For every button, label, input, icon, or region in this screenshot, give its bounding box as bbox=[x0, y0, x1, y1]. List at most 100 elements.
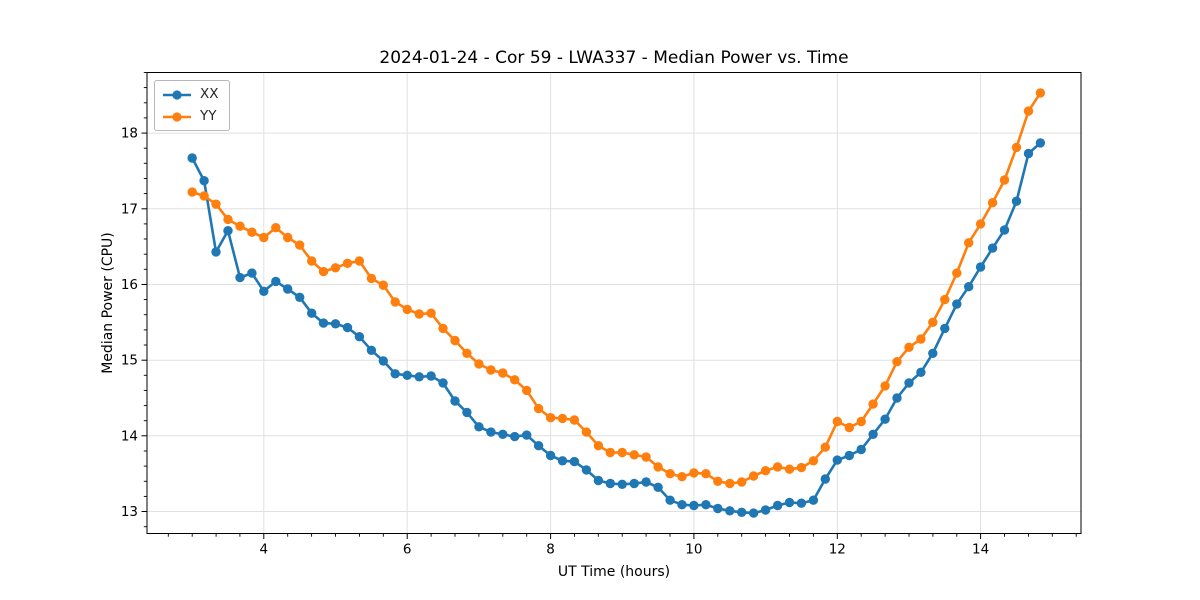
data-point-yy bbox=[904, 342, 914, 352]
data-point-xx bbox=[283, 284, 293, 294]
data-point-xx bbox=[247, 268, 257, 278]
data-point-yy bbox=[737, 477, 747, 487]
data-point-xx bbox=[211, 247, 221, 257]
data-point-yy bbox=[354, 256, 365, 266]
data-point-yy bbox=[283, 232, 293, 243]
data-point-yy bbox=[378, 280, 388, 290]
data-point-xx bbox=[713, 503, 723, 514]
data-point-xx bbox=[581, 465, 592, 475]
data-point-xx bbox=[199, 176, 209, 186]
x-tick-label: 14 bbox=[972, 542, 989, 558]
data-point-yy bbox=[199, 191, 209, 201]
y-tick-label: 18 bbox=[121, 126, 138, 142]
chart-title: 2024-01-24 - Cor 59 - LWA337 - Median Po… bbox=[379, 48, 849, 68]
data-point-yy bbox=[581, 427, 592, 437]
data-point-xx bbox=[522, 430, 532, 440]
data-point-xx bbox=[677, 500, 687, 510]
data-point-yy bbox=[1011, 142, 1022, 153]
data-point-xx bbox=[378, 356, 388, 366]
data-point-yy bbox=[689, 468, 699, 478]
data-point-xx bbox=[820, 474, 830, 484]
data-point-yy bbox=[462, 348, 472, 358]
series-yy bbox=[187, 88, 1046, 489]
data-point-yy bbox=[868, 399, 878, 409]
data-point-xx bbox=[689, 500, 699, 511]
data-point-yy bbox=[498, 368, 508, 378]
data-point-xx bbox=[307, 308, 317, 318]
data-point-xx bbox=[462, 407, 472, 418]
data-point-yy bbox=[1035, 88, 1046, 98]
data-point-xx bbox=[641, 477, 651, 487]
legend-marker-icon bbox=[163, 89, 191, 100]
data-point-yy bbox=[617, 447, 627, 458]
data-point-yy bbox=[653, 462, 663, 472]
data-point-yy bbox=[629, 450, 639, 460]
data-point-xx bbox=[1023, 148, 1034, 159]
data-point-yy bbox=[999, 175, 1010, 185]
legend-item-xx: XX bbox=[162, 85, 219, 104]
data-point-xx bbox=[832, 455, 842, 465]
data-point-xx bbox=[235, 272, 245, 283]
data-point-yy bbox=[760, 466, 771, 476]
data-point-xx bbox=[342, 322, 353, 333]
data-point-yy bbox=[844, 422, 854, 433]
data-point-xx bbox=[187, 153, 197, 163]
data-point-yy bbox=[426, 308, 436, 318]
data-point-yy bbox=[474, 359, 484, 369]
data-point-yy bbox=[438, 323, 448, 334]
data-point-yy bbox=[748, 471, 759, 481]
data-point-xx bbox=[510, 431, 520, 442]
data-point-yy bbox=[916, 334, 926, 344]
data-point-xx bbox=[330, 319, 341, 329]
data-point-yy bbox=[247, 227, 257, 237]
data-point-yy bbox=[725, 478, 735, 489]
data-point-yy bbox=[928, 317, 938, 327]
data-point-xx bbox=[593, 475, 604, 486]
legend-marker-icon bbox=[163, 111, 191, 122]
data-point-xx bbox=[474, 422, 484, 432]
data-point-xx bbox=[426, 371, 436, 381]
x-tick-label: 6 bbox=[403, 542, 412, 558]
data-point-yy bbox=[987, 198, 998, 208]
data-point-yy bbox=[533, 403, 544, 414]
data-point-xx bbox=[916, 367, 926, 377]
data-point-yy bbox=[964, 238, 974, 248]
data-point-xx bbox=[987, 243, 998, 253]
y-tick-label: 17 bbox=[121, 201, 138, 217]
data-point-yy bbox=[880, 381, 890, 391]
data-point-yy bbox=[832, 416, 842, 427]
data-point-xx bbox=[366, 345, 377, 355]
data-point-yy bbox=[569, 415, 580, 425]
data-point-yy bbox=[187, 187, 197, 197]
data-point-xx bbox=[868, 429, 878, 439]
data-point-xx bbox=[402, 370, 412, 380]
data-point-xx bbox=[701, 500, 711, 510]
data-point-yy bbox=[510, 375, 520, 385]
data-point-xx bbox=[880, 414, 890, 424]
data-point-xx bbox=[1035, 138, 1046, 148]
axes-spines bbox=[146, 72, 1082, 534]
data-point-yy bbox=[450, 335, 460, 346]
data-point-xx bbox=[605, 478, 615, 489]
data-point-yy bbox=[605, 447, 615, 458]
data-point-yy bbox=[665, 469, 675, 479]
data-point-xx bbox=[629, 478, 639, 489]
data-point-xx bbox=[354, 332, 365, 342]
data-point-xx bbox=[557, 456, 568, 466]
y-tick-label: 14 bbox=[121, 428, 138, 444]
data-point-xx bbox=[271, 276, 281, 287]
data-point-xx bbox=[414, 372, 424, 382]
data-point-xx bbox=[737, 507, 747, 517]
data-point-yy bbox=[952, 268, 962, 278]
data-point-yy bbox=[677, 472, 687, 482]
data-point-yy bbox=[820, 442, 830, 452]
data-point-xx bbox=[438, 378, 448, 388]
data-point-yy bbox=[892, 357, 902, 367]
data-point-xx bbox=[617, 479, 627, 489]
y-tick-label: 13 bbox=[121, 504, 138, 520]
data-point-yy bbox=[307, 256, 317, 266]
x-axis-label: UT Time (hours) bbox=[557, 564, 671, 580]
data-point-yy bbox=[223, 214, 233, 225]
data-point-yy bbox=[318, 266, 329, 277]
data-point-yy bbox=[295, 240, 305, 250]
